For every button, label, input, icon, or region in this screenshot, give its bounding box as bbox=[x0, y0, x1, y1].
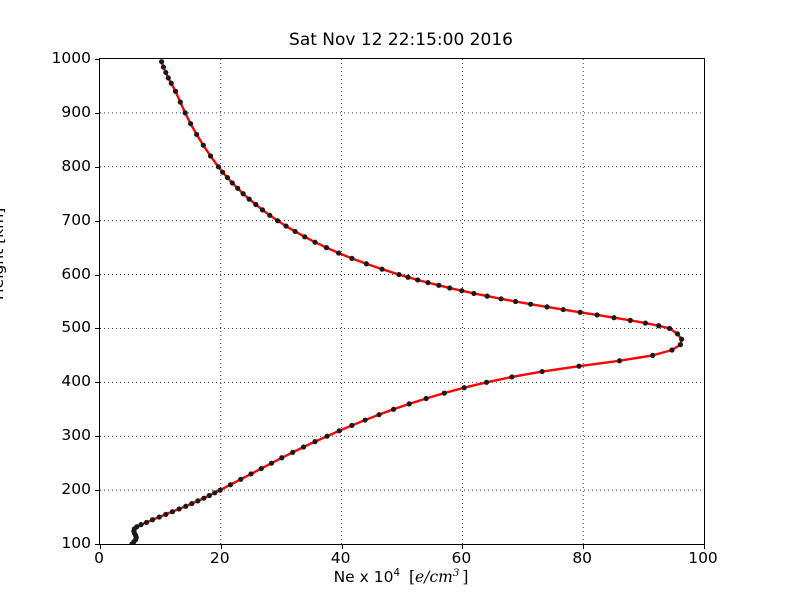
y-tick-mark bbox=[95, 220, 100, 222]
y-tick-label: 300 bbox=[61, 426, 91, 445]
x-tick-label: 100 bbox=[688, 549, 718, 567]
x-axis-label-exponent: 4 bbox=[393, 567, 400, 579]
y-tick-label: 500 bbox=[61, 318, 91, 337]
x-tick-label: 0 bbox=[94, 549, 104, 567]
y-tick-label: 900 bbox=[61, 102, 91, 121]
x-axis-tick-labels: 0 20 40 60 80 100 bbox=[94, 549, 718, 571]
x-axis-label-units-exponent: 3 bbox=[452, 567, 460, 579]
y-axis-label: Height [km] bbox=[0, 207, 7, 300]
y-tick-mark bbox=[95, 112, 100, 114]
x-tick-label: 20 bbox=[209, 549, 230, 567]
x-tick-mark bbox=[462, 544, 464, 549]
y-tick-mark bbox=[95, 544, 100, 545]
x-tick-mark bbox=[583, 544, 585, 549]
x-axis-label-units: e/cm bbox=[415, 568, 453, 586]
y-tick-label: 400 bbox=[61, 372, 91, 391]
y-tick-mark bbox=[95, 59, 100, 60]
plot-area bbox=[95, 58, 705, 549]
grid-lines bbox=[100, 59, 704, 544]
x-axis-label-prefix: Ne x 10 bbox=[333, 568, 394, 586]
y-tick-mark bbox=[95, 166, 100, 168]
x-tick-label: 80 bbox=[572, 549, 593, 567]
x-tick-label: 60 bbox=[451, 549, 472, 567]
x-axis-label: Ne x 104 [e/cm3] bbox=[99, 568, 703, 586]
x-axis-label-bracket-close: ] bbox=[462, 568, 469, 586]
x-tick-mark bbox=[704, 544, 705, 549]
ne-profile-curve bbox=[129, 59, 685, 544]
y-tick-mark bbox=[95, 490, 100, 492]
y-tick-label: 700 bbox=[61, 210, 91, 229]
y-tick-label: 800 bbox=[61, 156, 91, 175]
y-tick-label: 200 bbox=[61, 480, 91, 499]
chart-title: Sat Nov 12 22:15:00 2016 bbox=[289, 30, 513, 50]
y-tick-label: 600 bbox=[61, 264, 91, 283]
x-tick-mark bbox=[341, 544, 343, 549]
y-tick-mark bbox=[95, 436, 100, 438]
y-tick-mark bbox=[95, 328, 100, 330]
y-tick-label: 1000 bbox=[51, 49, 91, 67]
x-axis-label-bracket-open: [ bbox=[408, 568, 416, 586]
x-tick-mark bbox=[100, 544, 101, 549]
x-tick-mark bbox=[220, 544, 222, 549]
y-tick-mark bbox=[95, 274, 100, 276]
y-tick-mark bbox=[95, 382, 100, 384]
x-tick-label: 40 bbox=[330, 549, 351, 567]
y-axis-tick-labels: 100 200 300 400 500 600 700 800 900 1000 bbox=[0, 49, 91, 552]
y-tick-label: 100 bbox=[61, 534, 91, 552]
